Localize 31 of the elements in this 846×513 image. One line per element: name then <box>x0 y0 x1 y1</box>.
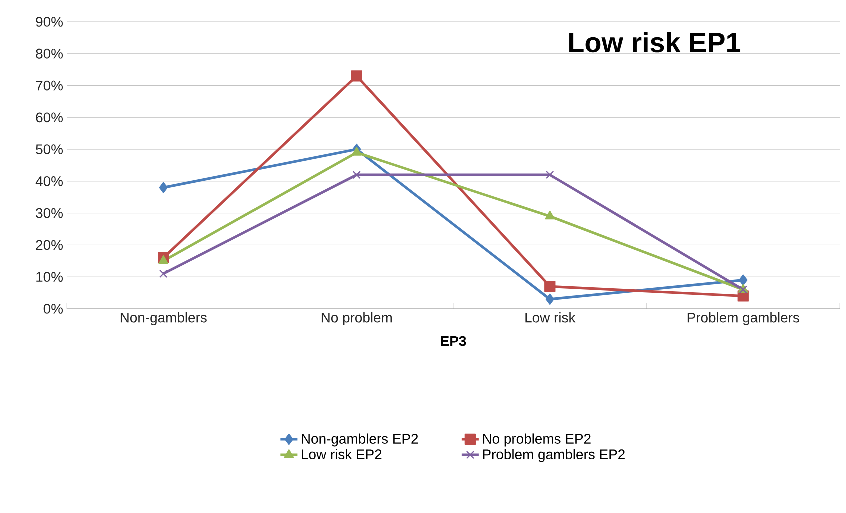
y-tick-label: 10% <box>36 272 63 282</box>
x-tick-label: Non-gamblers <box>120 312 207 326</box>
point <box>546 170 554 180</box>
point <box>544 281 556 292</box>
y-tick-label: 50% <box>36 144 63 154</box>
y-tick-label: 40% <box>36 176 63 186</box>
y-tick-label: 30% <box>36 208 63 218</box>
legend-label: Non-gamblers EP2 <box>302 434 418 447</box>
legend-label: No problems EP2 <box>483 434 591 447</box>
point <box>739 274 748 286</box>
point <box>159 182 168 194</box>
point <box>546 294 554 306</box>
x-tick-label: Low risk <box>526 312 576 323</box>
point <box>158 256 169 264</box>
y-tick-label: 80% <box>36 48 63 59</box>
point <box>160 270 168 278</box>
legend-label: Problem gamblers EP2 <box>483 449 625 462</box>
point <box>545 210 556 220</box>
y-tick-label: 60% <box>36 112 63 123</box>
x-tick-label: Problem gamblers <box>688 312 800 326</box>
point <box>352 147 362 156</box>
point <box>351 70 362 82</box>
legend-label: Low risk EP2 <box>302 449 382 460</box>
x-axis-title: EP3 <box>441 336 466 346</box>
chart-title: Low risk EP1 <box>570 32 741 53</box>
y-tick-label: 20% <box>36 240 63 250</box>
y-tick-label: 0% <box>44 304 63 314</box>
y-tick-label: 90% <box>36 17 63 27</box>
x-tick-label: No problem <box>322 312 392 326</box>
y-tick-label: 70% <box>36 80 63 91</box>
point <box>352 170 362 180</box>
